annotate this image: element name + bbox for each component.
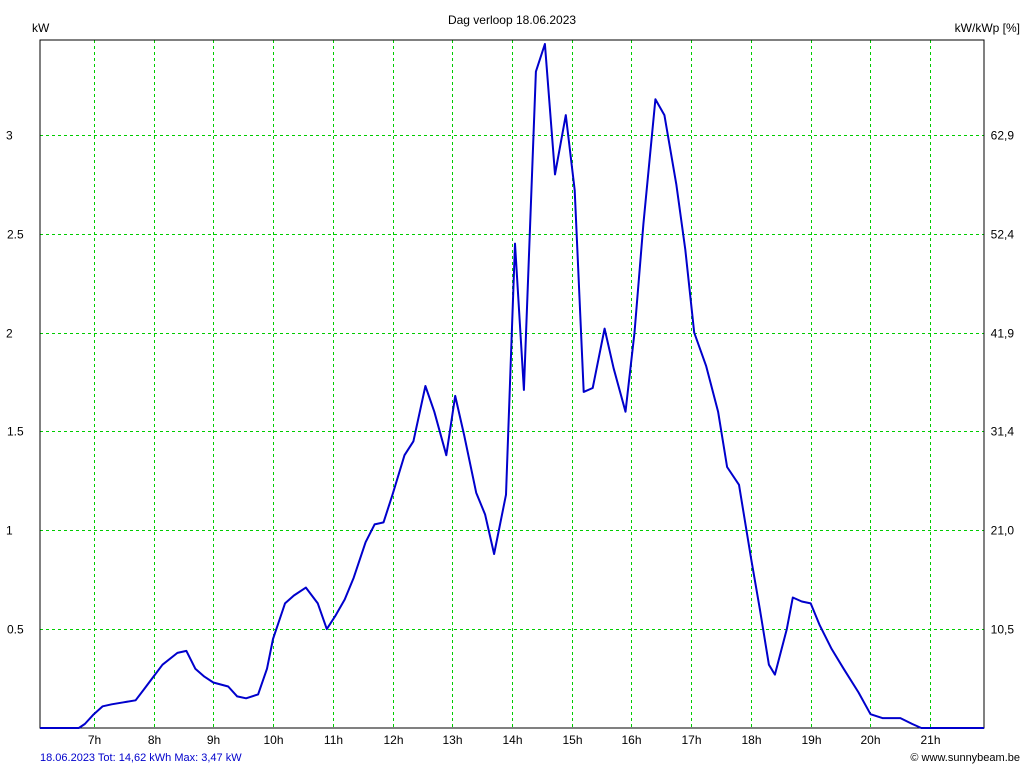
series-layer: [40, 43, 984, 729]
x-tick-label: 8h: [148, 733, 161, 747]
x-tick-label: 11h: [324, 733, 343, 747]
y2-tick-label: 10,5: [991, 623, 1015, 637]
x-tick-label: 15h: [562, 733, 582, 747]
power-line: [40, 43, 984, 729]
chart-title: Dag verloop 18.06.2023: [448, 13, 576, 27]
x-tick-label: 21h: [920, 733, 940, 747]
y2-tick-label: 52,4: [991, 228, 1015, 242]
y-tick-label: 2: [6, 327, 13, 341]
plot-area-border: [39, 39, 985, 729]
y-tick-label: 1.5: [7, 425, 24, 439]
x-tick-label: 12h: [383, 733, 403, 747]
footer-summary: 18.06.2023 Tot: 14,62 kWh Max: 3,47 kW: [40, 752, 242, 764]
tick-labels: 7h 8h 9h 10h 11h 12h 13h 14h 15h 16h 17h 18h 19h 20h 2…: [6, 129, 1014, 748]
y-tick-label: 3: [6, 129, 13, 143]
x-tick-label: 16h: [621, 733, 641, 747]
y-tick-label: 0.5: [7, 623, 24, 637]
y2-tick-label: 62,9: [991, 129, 1015, 143]
x-tick-label: 7h: [88, 733, 101, 747]
y2-tick-label: 31,4: [991, 425, 1015, 439]
x-tick-label: 17h: [681, 733, 701, 747]
footer-copyright: © www.sunnybeam.be: [910, 752, 1020, 764]
y2-tick-label: 21,0: [991, 524, 1015, 538]
y2-tick-label: 41,9: [991, 327, 1015, 341]
x-tick-label: 13h: [442, 733, 462, 747]
grid: [40, 40, 984, 728]
x-tick-label: 14h: [502, 733, 522, 747]
x-tick-label: 9h: [207, 733, 220, 747]
y-tick-label: 1: [6, 524, 13, 538]
y-axis-label: kW: [32, 21, 50, 35]
x-tick-label: 20h: [860, 733, 880, 747]
x-tick-label: 19h: [801, 733, 821, 747]
y2-axis-label: kW/kWp [%]: [955, 21, 1020, 35]
x-tick-label: 18h: [741, 733, 761, 747]
x-tick-label: 10h: [263, 733, 283, 747]
y-tick-label: 2.5: [7, 228, 24, 242]
